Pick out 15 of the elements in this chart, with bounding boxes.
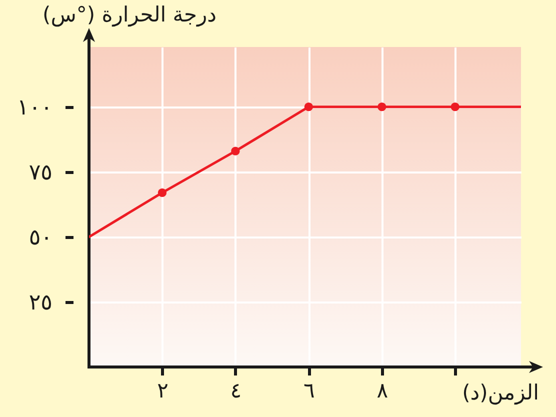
- y-axis-title: درجة الحرارة (°س): [42, 2, 216, 28]
- x-tick-label: ٨: [376, 378, 388, 402]
- point: [158, 188, 167, 198]
- point: [450, 102, 460, 112]
- y-tick-label: ٢٥: [28, 290, 52, 316]
- x-tick-label: ٦: [304, 378, 315, 402]
- y-tick-label: ٥٠: [28, 225, 52, 250]
- point: [231, 146, 240, 156]
- point: [304, 102, 313, 112]
- y-tick-label: ٧٥: [28, 160, 52, 186]
- x-axis-title: الزمن(د): [462, 380, 539, 406]
- y-tick-label: ١٠٠: [17, 95, 52, 120]
- x-tick-label: ٤: [230, 378, 242, 402]
- x-tick-label: ٢: [157, 378, 168, 402]
- point: [378, 102, 386, 112]
